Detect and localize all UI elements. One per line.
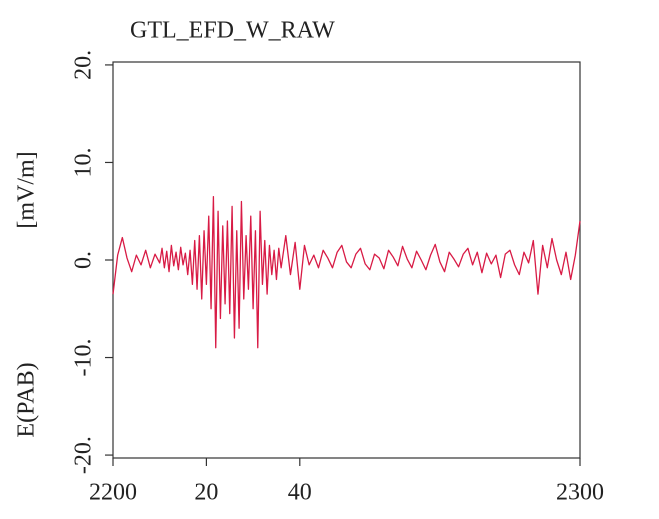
y-axis-label: [mV/m] [14,151,40,228]
chart-title: GTL_EFD_W_RAW [130,18,335,44]
y-axis-label: E(PAB) [14,362,40,437]
y-tick-label: 20. [71,50,97,80]
x-tick-label: 2200 [89,480,137,506]
y-tick-label: 10. [71,147,97,177]
x-tick-label: 40 [288,480,312,506]
data-line [112,195,581,349]
x-tick-label: 20 [194,480,218,506]
y-tick-label: -20. [71,436,97,474]
y-tick-label: 0. [71,251,97,269]
y-tick-label: -10. [71,339,97,377]
x-tick-label: 2300 [556,480,604,506]
